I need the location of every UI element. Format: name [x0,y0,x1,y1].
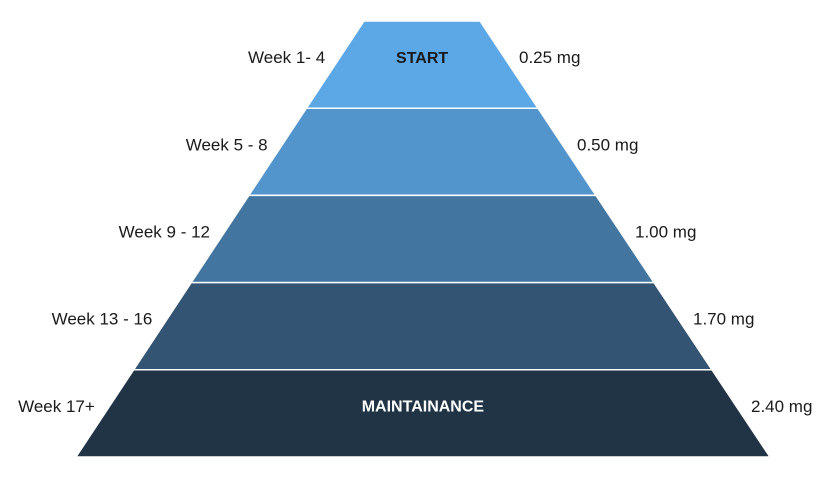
tier-week-label: Week 13 - 16 [52,310,153,329]
tier-dose-label: 2.40 mg [751,397,812,416]
tier-week-label: Week 17+ [18,397,95,416]
tier-dose-label: 1.00 mg [635,222,696,241]
pyramid-tier-2 [247,107,598,197]
pyramid-tier-4 [132,281,714,371]
tier-dose-label: 0.25 mg [519,48,580,67]
tier-week-label: Week 1- 4 [248,48,325,67]
tier-title-label: START [396,50,448,67]
tier-dose-label: 1.70 mg [693,310,754,329]
tier-week-label: Week 9 - 12 [119,222,210,241]
pyramid-labels: Week 1- 4 0.25 mg START Week 5 - 8 0.50 mg We… [18,48,812,416]
pyramid-tier-3 [189,194,656,284]
pyramid-tier-5 [74,369,772,458]
pyramid-tiers [74,20,772,458]
tier-dose-label: 0.50 mg [577,135,638,154]
tier-title-label: MAINTAINANCE [362,399,485,416]
tier-week-label: Week 5 - 8 [186,135,268,154]
